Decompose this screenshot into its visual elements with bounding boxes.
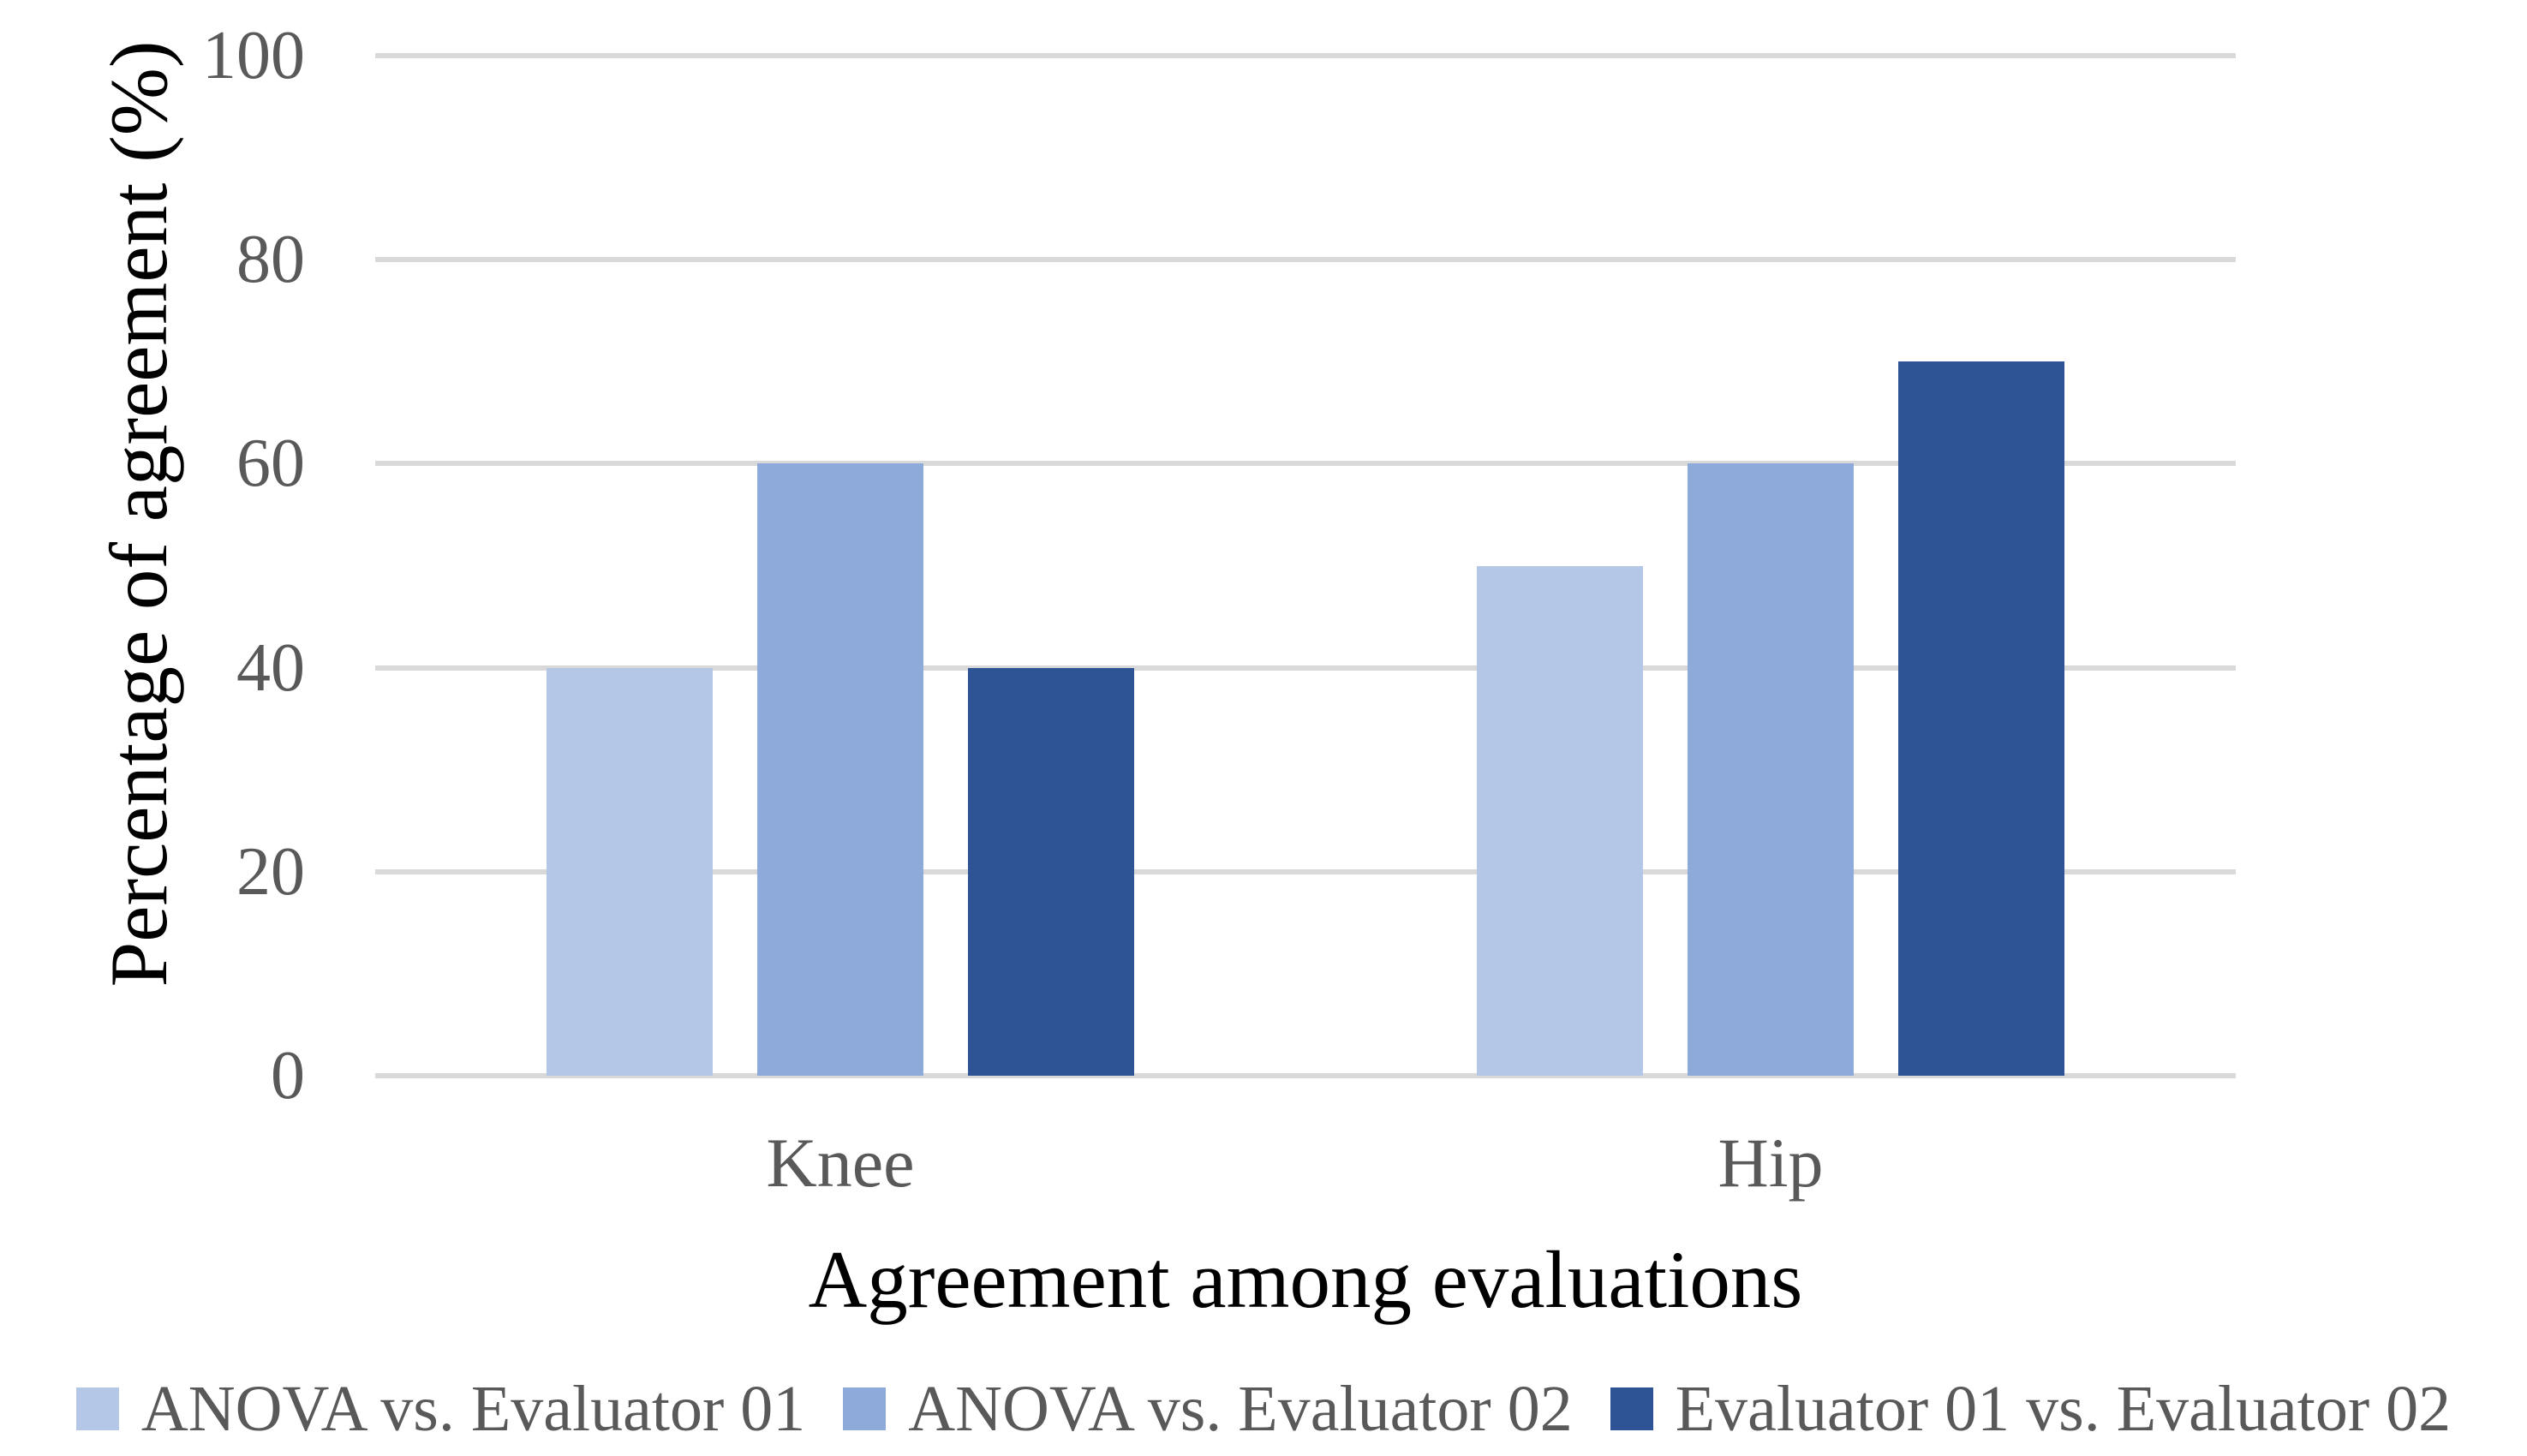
y-tick-label-20: 20 xyxy=(236,833,305,910)
legend-entry-3: Evaluator 01 vs. Evaluator 02 xyxy=(1610,1372,2451,1447)
legend-swatch-icon xyxy=(75,1387,119,1430)
y-tick-label-40: 40 xyxy=(236,630,305,706)
gridline-60 xyxy=(375,461,2236,467)
bar-hip-series-3 xyxy=(1898,361,2064,1076)
y-tick-label-80: 80 xyxy=(236,222,305,298)
gridline-40 xyxy=(375,665,2236,671)
bar-hip-series-1 xyxy=(1477,565,1643,1076)
legend-swatch-icon xyxy=(1610,1387,1653,1430)
category-label-hip: Hip xyxy=(1718,1124,1824,1202)
legend-entry-1: ANOVA vs. Evaluator 01 xyxy=(75,1372,806,1447)
bar-knee-series-3 xyxy=(968,667,1134,1076)
plot-area xyxy=(375,53,2236,1078)
bar-knee-series-1 xyxy=(547,667,713,1076)
legend-label: ANOVA vs. Evaluator 02 xyxy=(908,1372,1573,1445)
legend-entry-2: ANOVA vs. Evaluator 02 xyxy=(843,1372,1573,1447)
gridline-20 xyxy=(375,868,2236,874)
gridline-80 xyxy=(375,257,2236,263)
bar-group-knee xyxy=(547,463,1134,1076)
gridline-100 xyxy=(375,53,2236,58)
bar-hip-series-2 xyxy=(1688,463,1854,1076)
y-tick-label-100: 100 xyxy=(202,18,305,93)
x-axis-title: Agreement among evaluations xyxy=(808,1234,1803,1325)
bar-group-hip xyxy=(1477,361,2064,1076)
gridline-0 xyxy=(375,1073,2236,1078)
legend: ANOVA vs. Evaluator 01 ANOVA vs. Evaluato… xyxy=(0,1369,2527,1449)
legend-label: ANOVA vs. Evaluator 01 xyxy=(140,1372,806,1445)
bar-knee-series-2 xyxy=(757,463,923,1076)
y-tick-label-60: 60 xyxy=(236,426,305,502)
category-label-knee: Knee xyxy=(766,1124,915,1202)
legend-label: Evaluator 01 vs. Evaluator 02 xyxy=(1675,1372,2452,1445)
y-tick-label-0: 0 xyxy=(271,1038,305,1113)
legend-swatch-icon xyxy=(843,1387,887,1430)
